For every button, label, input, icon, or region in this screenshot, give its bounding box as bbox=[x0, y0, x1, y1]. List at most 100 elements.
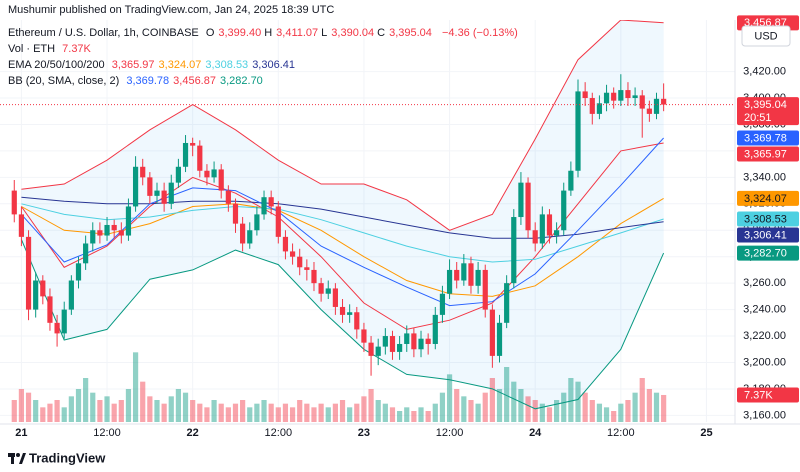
candle-body bbox=[596, 103, 603, 114]
price-tag-label: 3,324.07 bbox=[744, 193, 787, 205]
x-tick-label: 23 bbox=[358, 427, 370, 439]
candle-body bbox=[218, 169, 224, 191]
volume-bar bbox=[596, 403, 603, 422]
volume-bar bbox=[240, 400, 246, 422]
candle-body bbox=[397, 343, 403, 352]
volume-bar bbox=[546, 407, 553, 422]
volume-bar bbox=[25, 392, 32, 422]
price-tag bbox=[737, 227, 799, 243]
candle-body bbox=[311, 269, 317, 284]
candle-body bbox=[83, 243, 89, 264]
ema-value: 3,306.41 bbox=[252, 59, 296, 71]
volume-bar bbox=[225, 407, 231, 422]
volume-bar bbox=[518, 389, 524, 422]
candle-body bbox=[504, 283, 510, 323]
volume-bar bbox=[461, 396, 467, 422]
price-tag bbox=[737, 245, 799, 261]
price-tag bbox=[737, 130, 799, 146]
candle-body bbox=[304, 267, 310, 270]
volume-bar bbox=[639, 378, 645, 422]
volume-bar bbox=[425, 411, 431, 422]
brand-logo bbox=[8, 453, 26, 464]
volume-bar bbox=[54, 400, 60, 422]
volume-bar bbox=[575, 381, 581, 422]
volume-bar bbox=[68, 396, 74, 422]
ohlc-key: O bbox=[205, 27, 215, 39]
candle-body bbox=[539, 214, 545, 244]
volume-bar bbox=[197, 403, 203, 422]
ohlc: O 3,399.40 H 3,411.07 L 3,390.04 C 3,395.04 bbox=[206, 27, 435, 39]
candle-body bbox=[90, 230, 96, 244]
candle-body bbox=[347, 312, 353, 315]
ohlc-key: C bbox=[377, 27, 386, 39]
candle-body bbox=[240, 223, 246, 244]
volume-legend: Vol · ETH 7.37K bbox=[8, 43, 95, 55]
candle-body bbox=[389, 336, 396, 352]
plot bbox=[0, 20, 735, 422]
bb-name: BB (20, SMA, close, 2) bbox=[8, 75, 120, 87]
candle-body bbox=[489, 309, 495, 356]
volume-bar bbox=[204, 407, 210, 422]
price-tag bbox=[737, 97, 799, 126]
candle-body bbox=[561, 190, 567, 231]
candle-body bbox=[511, 217, 517, 284]
volume-bar bbox=[83, 378, 89, 422]
volume-bar bbox=[40, 407, 46, 422]
candle-body bbox=[582, 91, 588, 99]
candle-body bbox=[18, 214, 25, 237]
volume-bar bbox=[318, 403, 324, 422]
candle-body bbox=[104, 224, 110, 236]
band-fill bbox=[21, 20, 664, 409]
volume-tag bbox=[737, 387, 799, 403]
candle-body bbox=[361, 329, 367, 343]
price-axis: 3,160.003,180.003,200.003,220.003,240.00… bbox=[737, 15, 799, 421]
volume-bar bbox=[382, 403, 388, 422]
candle-body bbox=[232, 203, 239, 224]
y-tick-label: 3,260.00 bbox=[743, 277, 786, 289]
volume-bar bbox=[589, 400, 595, 422]
symbol-legend: Ethereum / U.S. Dollar, 1h, COINBASE O 3,… bbox=[8, 27, 522, 39]
volume-bar bbox=[47, 403, 53, 422]
candle-body bbox=[332, 288, 338, 307]
candle-body bbox=[297, 256, 303, 268]
y-tick-label: 3,200.00 bbox=[743, 356, 786, 368]
volume-bar bbox=[111, 403, 117, 422]
x-tick-label: 22 bbox=[187, 427, 199, 439]
candle-body bbox=[603, 92, 610, 104]
volume-bar bbox=[468, 400, 474, 422]
volume-bar bbox=[482, 392, 488, 422]
volume-bar bbox=[525, 396, 531, 422]
volume-bar bbox=[61, 407, 67, 422]
volume-bar bbox=[304, 403, 310, 422]
volume-bar bbox=[154, 400, 160, 422]
candle-body bbox=[618, 90, 624, 101]
candle-body bbox=[532, 230, 538, 244]
volume-bar bbox=[125, 389, 132, 422]
y-tick-label: 3,420.00 bbox=[743, 65, 786, 77]
candle-body bbox=[61, 309, 67, 334]
volume-bar bbox=[33, 400, 39, 422]
candle-body bbox=[646, 108, 652, 114]
candle-body bbox=[418, 338, 424, 350]
candle-body bbox=[653, 98, 660, 114]
volume-bar bbox=[182, 392, 189, 422]
ema-legend: EMA 20/50/100/200 3,365.97 3,324.07 3,308.… bbox=[8, 59, 299, 71]
candle-body bbox=[11, 190, 17, 215]
candle-body bbox=[425, 338, 431, 344]
candle-body bbox=[247, 230, 253, 244]
volume-bar bbox=[97, 400, 103, 422]
volume-bar bbox=[539, 403, 545, 422]
volume-bar bbox=[311, 407, 317, 422]
currency-box[interactable] bbox=[741, 25, 791, 47]
volume-bar bbox=[18, 389, 25, 422]
volume-bar bbox=[418, 407, 424, 422]
volume-bar bbox=[11, 400, 17, 422]
ema-value: 3,324.07 bbox=[158, 59, 202, 71]
candle-body bbox=[568, 170, 574, 191]
volume-bar bbox=[268, 403, 274, 422]
volume-bar bbox=[90, 392, 96, 422]
candle-body bbox=[318, 283, 324, 294]
volume-bar bbox=[147, 396, 153, 422]
candle-body bbox=[68, 280, 74, 310]
